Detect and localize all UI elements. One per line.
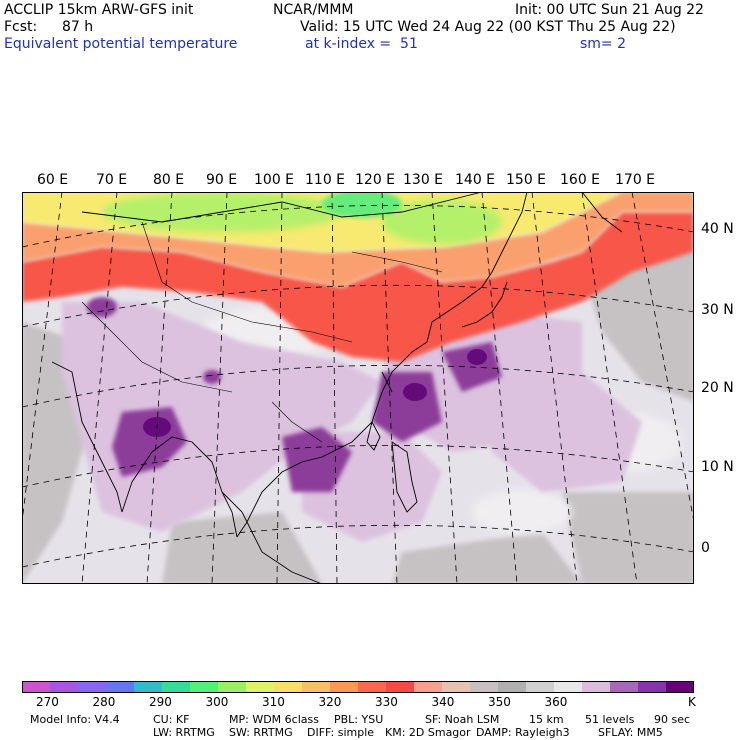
colorbar-tick-label: 280 [92,695,116,709]
colorbar-swatch [246,681,275,693]
colorbar-swatch [638,681,667,693]
lon-label-120e: 120 E [355,172,396,188]
footer-damp: DAMP: Rayleigh3 [476,726,570,739]
lat-label-20n: 20 N [701,380,734,396]
lat-label-30n: 30 N [701,302,734,318]
colorbar-swatch [190,681,219,693]
colorbar-tick-label: 300 [205,695,229,709]
colorbar-swatch [106,681,135,693]
colorbar-swatch [218,681,247,693]
lon-label-70e: 70 E [96,172,128,188]
source-label: NCAR/MMM [273,2,354,18]
gray-regions [22,252,694,584]
colorbar-swatch [554,681,583,693]
footer-km: KM: 2D Smagor [385,726,471,739]
colorbar-swatch [498,681,527,693]
footer-cu: CU: KF [153,713,190,726]
colorbar-swatch [470,681,499,693]
green-region [322,192,402,218]
colorbar-swatch [666,681,694,693]
colorbar-tick-label: 340 [431,695,455,709]
theta-e-map [22,192,694,584]
colorbar-swatch [358,681,387,693]
forecast-label: Fcst: [4,19,38,35]
lon-label-150e: 150 E [506,172,547,188]
colorbar-swatch [442,681,471,693]
red-band [22,212,694,362]
colorbar-swatch [302,681,331,693]
colorbar-tick-label: 320 [318,695,342,709]
lon-label-140e: 140 E [455,172,496,188]
colorbar-frame [22,681,694,693]
colorbar-swatch [610,681,639,693]
smoothing: sm= 2 [580,36,627,52]
forecast-hour: 87 h [62,19,94,35]
footer-sflay: SFLAY: MM5 [598,726,663,739]
footer-model-info: Model Info: V4.4 [30,713,120,726]
colorbar-swatch [274,681,303,693]
colorbar-swatch [134,681,163,693]
colorbar-swatch [330,681,359,693]
colorbar-swatch [22,681,51,693]
lat-label-0: 0 [701,540,710,556]
lat-label-10n: 10 N [701,459,734,475]
footer-lw: LW: RRTMG [153,726,215,739]
salmon-band [22,192,694,287]
colorbar-tick-label: 310 [262,695,285,709]
lon-label-60e: 60 E [37,172,69,188]
colorbar-tick-label: 360 [544,695,568,709]
lat-label-40n: 40 N [701,221,734,237]
colorbar [22,681,694,693]
lon-label-110e: 110 E [305,172,346,188]
field-name: Equivalent potential temperature [4,36,238,52]
lon-label-130e: 130 E [403,172,444,188]
lon-label-100e: 100 E [254,172,295,188]
footer-sf: SF: Noah LSM [425,713,500,726]
colorbar-unit: K [688,695,696,709]
colorbar-tick-label: 350 [488,695,511,709]
deep-purple-regions [143,349,487,437]
colorbar-swatch [50,681,79,693]
colorbar-swatch [162,681,191,693]
light-purple-regions [62,302,642,542]
init-time: Init: 00 UTC Sun 21 Aug 22 [515,2,704,18]
coastlines [51,192,623,584]
graticule [22,192,694,584]
dark-purple-regions [87,297,502,492]
lon-label-170e: 170 E [615,172,656,188]
footer-resolution: 15 km [529,713,564,726]
lon-label-80e: 80 E [153,172,185,188]
colorbar-swatch [386,681,415,693]
footer-mp: MP: WDM 6class [229,713,319,726]
model-title: ACCLIP 15km ARW-GFS init [4,2,194,18]
colorbar-swatch [526,681,555,693]
valid-time: Valid: 15 UTC Wed 24 Aug 22 (00 KST Thu … [300,19,676,35]
colorbar-tick-label: 330 [375,695,398,709]
colorbar-swatch [582,681,611,693]
footer-timestep: 90 sec [654,713,691,726]
borders [81,221,443,443]
lon-label-160e: 160 E [560,172,601,188]
footer-levels: 51 levels [585,713,635,726]
footer-sw: SW: RRTMG [229,726,293,739]
footer-diff: DIFF: simple [307,726,375,739]
lon-label-90e: 90 E [206,172,238,188]
colorbar-swatch [78,681,107,693]
level-index: at k-index = 51 [305,36,418,52]
colorbar-tick-label: 290 [149,695,172,709]
map-frame [22,192,694,584]
footer-pbl: PBL: YSU [334,713,384,726]
colorbar-swatch [414,681,443,693]
colorbar-tick-label: 270 [36,695,59,709]
